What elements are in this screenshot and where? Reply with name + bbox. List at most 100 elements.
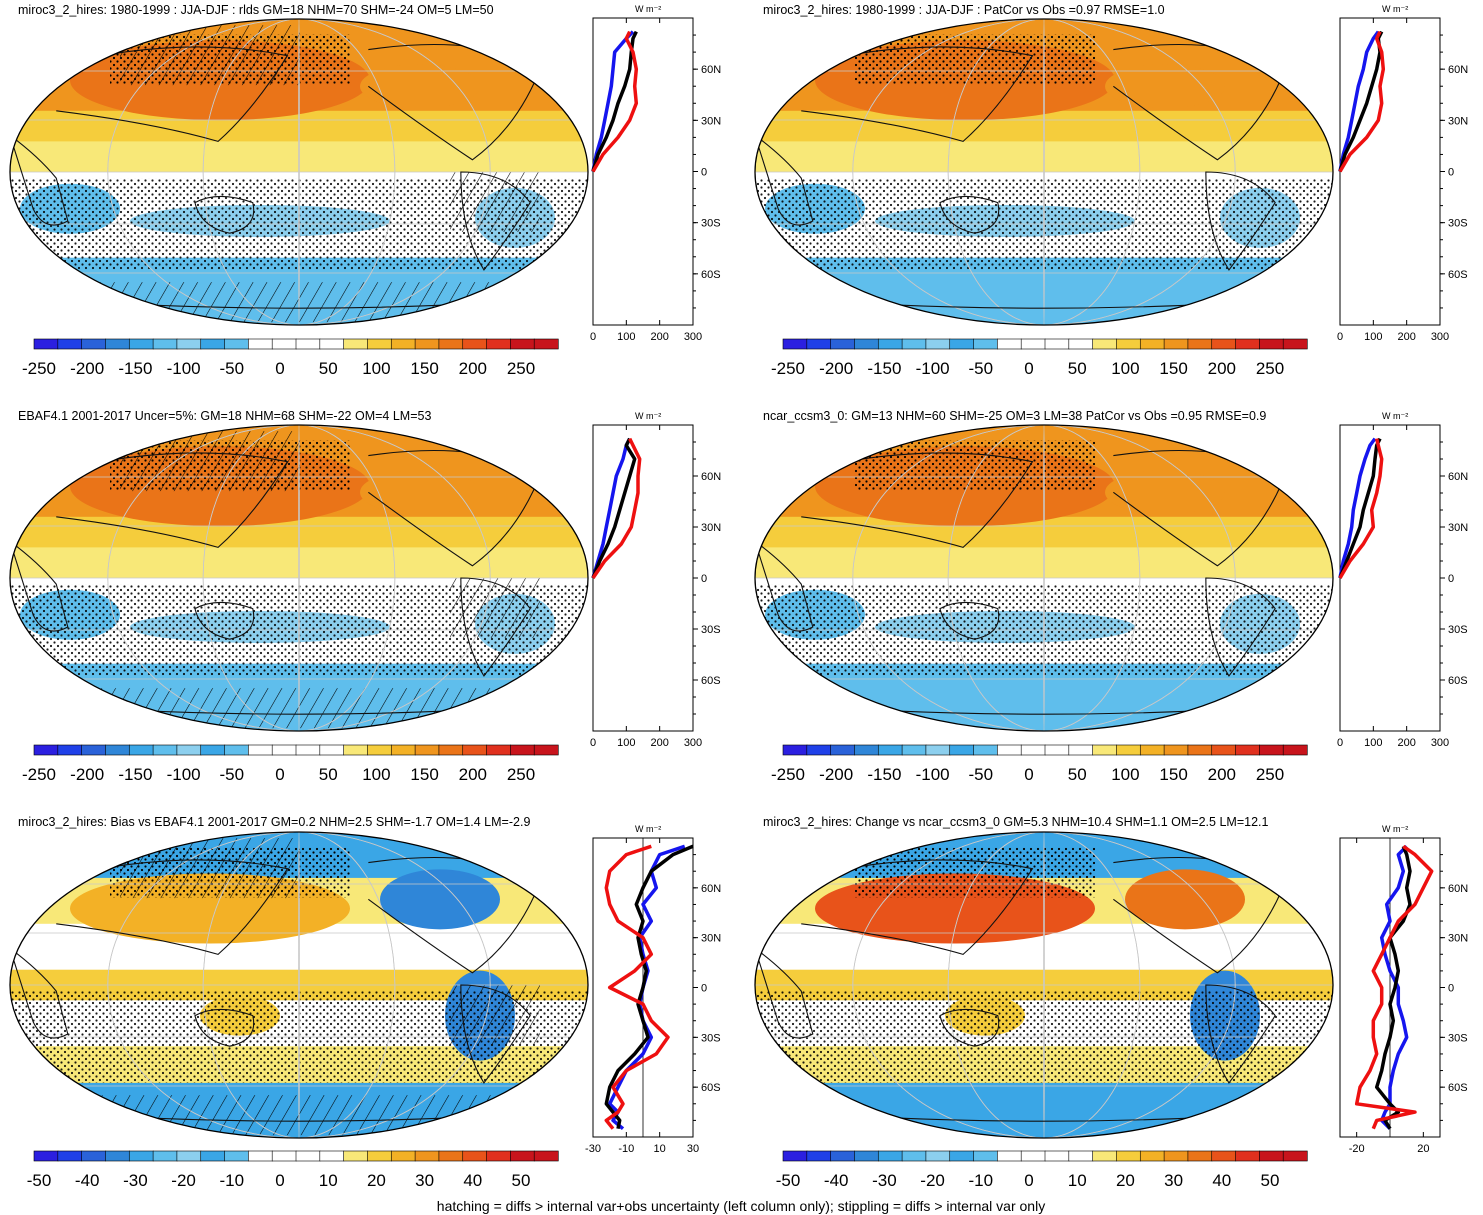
eurasia-coast [56,452,289,549]
colorbar-label: 0 [1024,359,1033,378]
colorbar-segment [949,1150,975,1162]
colorbar-segment [854,338,879,350]
lat-label: 30N [701,933,721,945]
hatching [120,838,300,899]
colorbar-segment [81,1150,107,1162]
colorbar-segment [1211,744,1237,756]
zonal-profile: 60N 30N 0 30S 60S 0 100 200 300 W m⁻² [1337,4,1468,343]
colorbar-segment [510,1150,535,1162]
panel-middle-right: ncar_ccsm3_0: GM=13 NHM=60 SHM=-25 OM=3 … [754,409,1468,784]
colorbar-label: 0 [1024,1171,1033,1190]
panel-title: miroc3_2_hires: Bias vs EBAF4.1 2001-201… [18,815,530,829]
colorbar-segment [319,1150,345,1162]
colorbar-label: 200 [459,359,487,378]
colorbar-label: 40 [1212,1171,1231,1190]
colorbar-segment [486,744,511,756]
colorbar-label: 50 [1261,1171,1280,1190]
colorbar-segment [806,338,832,350]
colorbar-segment [782,338,808,350]
colorbar-segment [81,744,107,756]
colorbar-segment [105,338,130,350]
colorbar-label: -50 [220,359,245,378]
colorbar-label: -250 [22,765,56,784]
map-band [10,516,588,548]
colorbar-segment [319,744,345,756]
colorbar-segment [1187,744,1213,756]
colorbar-segment [854,744,879,756]
lat-label: 30S [701,1032,721,1044]
graticule-meridian [947,19,1141,325]
colorbar-segment [1068,1150,1094,1162]
colorbar-segment [854,1150,879,1162]
colorbar-segment [1139,1150,1165,1162]
map-border [9,831,589,1139]
colorbar-segment [533,1150,559,1162]
north-america-coast [368,449,543,567]
colorbar-label: -200 [70,359,104,378]
map-band [10,547,588,579]
colorbar-label: -100 [167,359,201,378]
colorbar-segment [782,1150,808,1162]
africa-coast [755,133,814,226]
lat-label: 0 [701,167,707,179]
africa-coast [755,946,814,1039]
colorbar-label: -250 [771,359,805,378]
colorbar-segment [1092,338,1118,350]
colorbar-label: 0 [275,765,284,784]
colorbar-label: 250 [507,359,535,378]
panel-title: miroc3_2_hires: 1980-1999 : JJA-DJF : Pa… [763,3,1165,17]
profile-series-black [604,844,694,1130]
colorbar-label: 50 [1068,765,1087,784]
profile-unit: W m⁻² [1382,4,1408,14]
colorbar-segment [1187,1150,1213,1162]
colorbar-label: -200 [819,359,853,378]
panel-bottom-left: miroc3_2_hires: Bias vs EBAF4.1 2001-201… [9,815,721,1190]
africa-coast [755,539,814,632]
colorbar-segment [1068,338,1094,350]
map-border [754,424,1334,732]
colorbar-segment [271,338,297,350]
map-border [754,831,1334,1139]
colorbar-label: 50 [512,1171,531,1190]
australia-coast [939,1008,1000,1047]
colorbar-segment [997,744,1022,756]
profile-frame [592,424,694,732]
colorbar-segment [486,1150,511,1162]
lat-label: 60N [1448,883,1468,895]
colorbar-segment [57,1150,83,1162]
colorbar-segment [1139,744,1165,756]
anomaly-blob [380,869,500,930]
graticule-meridian [107,19,491,325]
colorbar-segment [901,744,927,756]
colorbar-segment [1020,1150,1046,1162]
profile-series-black [591,30,638,172]
graticule-meridian [852,425,1236,731]
colorbar-segment [152,744,178,756]
colorbar: -250 -200 -150 -100 -50 0 50 100 150 200 250 [771,338,1308,378]
colorbar-segment [1259,338,1284,350]
colorbar-segment [1282,338,1308,350]
colorbar-segment [152,1150,178,1162]
warm-anomaly-blob [1105,470,1225,515]
colorbar-segment [57,744,83,756]
lat-label: 0 [1448,983,1454,995]
colorbar-segment [1235,338,1260,350]
colorbar-segment [1187,338,1213,350]
colorbar-segment [128,744,154,756]
colorbar-segment [81,338,107,350]
colorbar-segment [533,744,559,756]
colorbar-segment [1235,1150,1260,1162]
graticule-meridian [202,832,396,1138]
panel-top-right: miroc3_2_hires: 1980-1999 : JJA-DJF : Pa… [754,3,1468,378]
map-band [755,1082,1333,1138]
colorbar-segment [224,744,249,756]
anomaly-blob [1125,869,1245,930]
colorbar-label: 0 [275,1171,284,1190]
profile-unit: W m⁻² [1382,411,1408,421]
graticule-meridian [947,832,1141,1138]
north-america-coast [1113,43,1288,161]
lat-label: 30N [1448,522,1468,534]
value-tick-label: -20 [1349,1143,1365,1155]
profile-series-black [1374,845,1412,1130]
zonal-profile: 60N 30N 0 30S 60S 0 100 200 300 W m⁻² [1337,411,1468,749]
